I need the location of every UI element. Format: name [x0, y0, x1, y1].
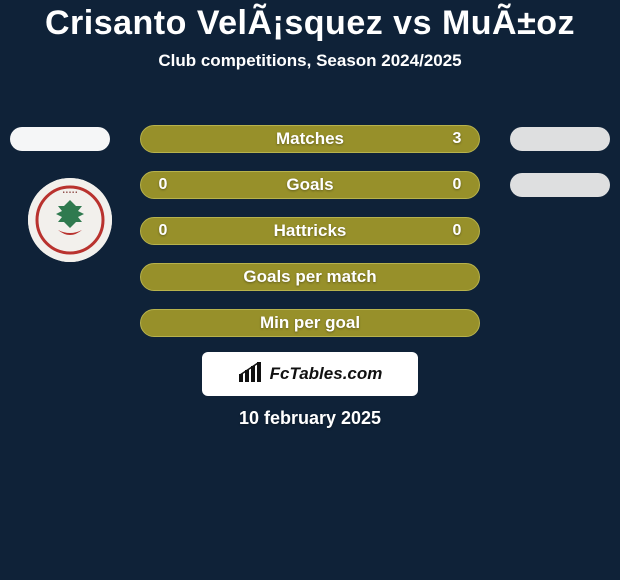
- date-line: 10 february 2025: [0, 408, 620, 429]
- stat-value-left: 0: [148, 171, 178, 199]
- stat-row: Min per goal: [0, 300, 620, 346]
- bars-icon: [238, 362, 264, 387]
- crest-svg: • • • • •: [28, 178, 112, 262]
- stat-row: Matches3: [0, 116, 620, 162]
- comparison-infographic: Crisanto VelÃ¡squez vs MuÃ±oz Club compe…: [0, 0, 620, 580]
- attribution-badge: FcTables.com: [202, 352, 418, 396]
- club-crest: • • • • •: [28, 178, 112, 262]
- stat-label: Goals per match: [0, 263, 620, 291]
- attribution-text: FcTables.com: [270, 364, 383, 384]
- stat-value-left: 0: [148, 217, 178, 245]
- stat-value-right: 3: [442, 125, 472, 153]
- stat-value-right: 0: [442, 171, 472, 199]
- page-subtitle: Club competitions, Season 2024/2025: [0, 51, 620, 71]
- stat-label: Min per goal: [0, 309, 620, 337]
- page-title: Crisanto VelÃ¡squez vs MuÃ±oz: [0, 0, 620, 43]
- stat-value-right: 0: [442, 217, 472, 245]
- crest-top-text: • • • • •: [63, 190, 78, 196]
- stat-label: Matches: [0, 125, 620, 153]
